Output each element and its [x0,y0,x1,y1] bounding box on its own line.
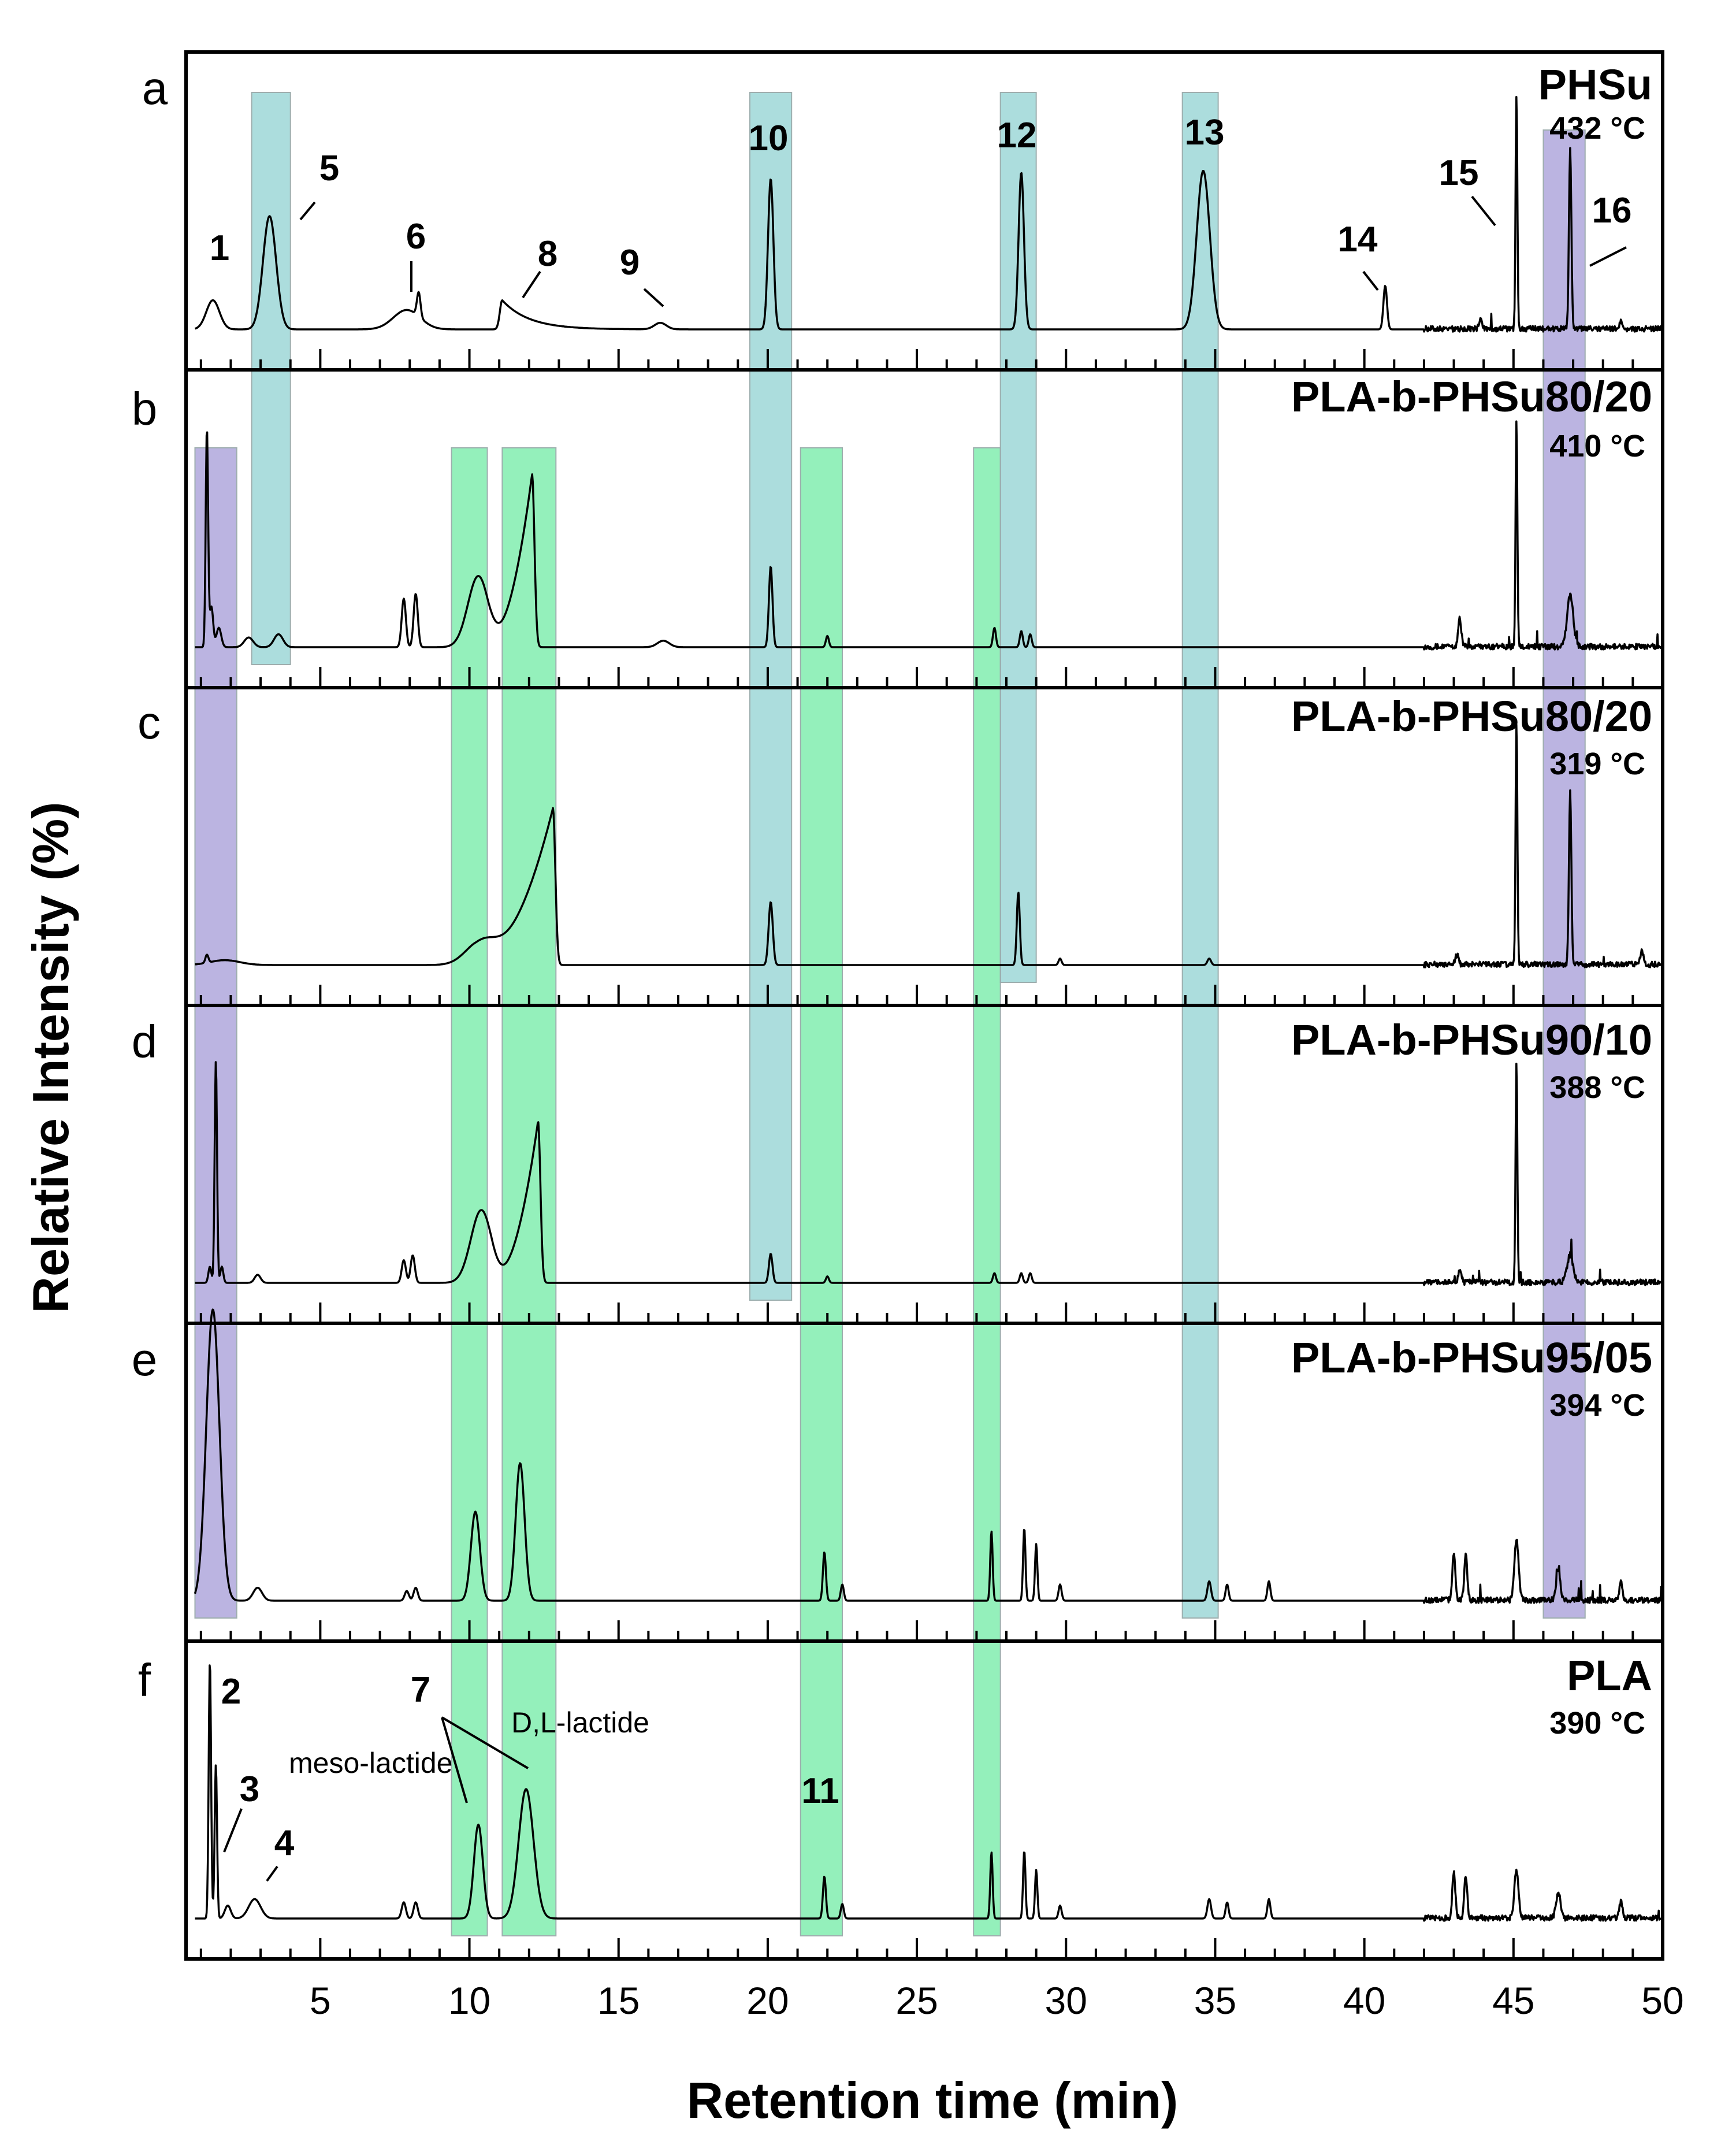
x-tick-label: 25 [895,1979,938,2022]
trace-f [194,1664,1662,1922]
peak-label-10: 10 [749,118,789,158]
peak-label-9: 9 [620,243,640,283]
y-axis-title: Relative Intensity (%) [22,801,79,1313]
trace-c [194,723,1662,968]
annotation-leader-7-dl [441,1716,529,1769]
peak-label-1: 1 [210,228,229,268]
trace-b [194,420,1663,651]
highlight-band-green [973,447,1001,1936]
trace-d [194,1061,1662,1286]
peak-label-4: 4 [274,1823,295,1863]
x-tick-label: 45 [1492,1979,1534,2022]
panel-name-b: PLA-b-PHSu80/20 [1291,373,1652,421]
chromatogram-traces [194,95,1663,1922]
highlight-band-blue [749,92,793,1301]
highlight-band-purple [194,447,237,1619]
panel-name-a: PHSu [1538,61,1652,109]
peak-label-3: 3 [240,1769,259,1809]
peak-leader-5 [299,201,316,221]
x-tick-label: 15 [597,1979,640,2022]
peak-leader-8 [522,270,541,299]
panel-temp-c: 319 °C [1549,747,1645,781]
peak-label-15: 15 [1439,153,1479,193]
highlight-band-green [501,447,557,1936]
peak-label-7: 7 [411,1670,430,1710]
x-tick-label: 20 [746,1979,789,2022]
panel-letter-b: b [132,383,158,435]
trace-a [194,95,1662,333]
highlight-band-purple [1542,129,1586,1619]
annotation-meso-lactide: meso-lactide [289,1747,452,1779]
highlight-band-blue [251,92,291,665]
peak-label-13: 13 [1185,113,1225,153]
panel-temp-d: 388 °C [1549,1070,1645,1105]
peak-leader-15 [1471,195,1496,227]
peak-label-5: 5 [319,149,339,188]
panel-name-c: PLA-b-PHSu80/20 [1291,692,1652,740]
annotation-leader-7-meso [441,1717,468,1804]
highlight-bands [194,92,1586,1936]
peak-leader-4 [266,1865,278,1882]
panel-temp-f: 390 °C [1549,1706,1645,1741]
peak-label-14: 14 [1338,220,1378,259]
panel-temp-a: 432 °C [1549,111,1645,146]
panel-letter-a: a [142,62,168,114]
peak-label-8: 8 [538,234,557,274]
x-tick-label: 50 [1641,1979,1683,2022]
panel-letter-d: d [132,1016,158,1067]
annotation-dl-lactide: D,L-lactide [511,1706,649,1739]
panel-name-e: PLA-b-PHSu95/05 [1291,1334,1652,1382]
peak-label-2: 2 [221,1672,241,1712]
x-tick-label: 30 [1045,1979,1087,2022]
highlight-band-green [800,447,843,1936]
peak-label-11: 11 [801,1771,839,1811]
peak-label-12: 12 [997,116,1037,155]
x-tick-label: 5 [310,1979,331,2022]
x-tick-label: 10 [448,1979,490,2022]
peak-leader-14 [1362,270,1379,291]
panel-letter-e: e [132,1334,158,1385]
x-tick-label: 40 [1343,1979,1385,2022]
panel-temp-b: 410 °C [1549,429,1645,463]
x-tick-label: 35 [1194,1979,1236,2022]
peak-leader-3 [223,1808,243,1853]
x-axis-ticks: 5 10 15 20 25 30 35 40 45 50 [199,349,1684,2022]
trace-e [194,1308,1663,1604]
panel-name-d: PLA-b-PHSu90/10 [1291,1016,1652,1064]
panel-name-f: PLA [1567,1652,1652,1699]
peak-leader-16 [1589,246,1627,267]
x-axis-title: Retention time (min) [687,2072,1179,2129]
peak-label-6: 6 [406,217,426,257]
peak-leader-9 [643,288,664,307]
panel-letter-f: f [138,1654,151,1706]
peak-label-16: 16 [1592,191,1632,231]
panel-temp-e: 394 °C [1549,1388,1645,1423]
panel-frames [184,50,1664,1961]
highlight-band-green [451,447,488,1936]
highlight-band-blue [1181,92,1219,1619]
panel-letter-c: c [137,697,161,748]
